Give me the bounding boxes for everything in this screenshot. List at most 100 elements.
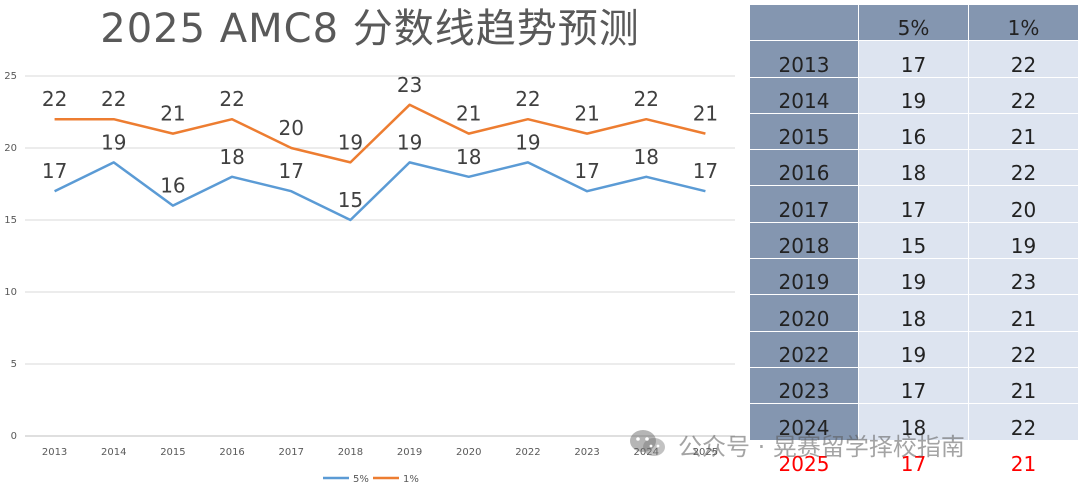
data-label: 20: [279, 116, 304, 140]
x-tick-label: 2018: [338, 447, 363, 458]
table-p1-cell: 22: [968, 149, 1079, 187]
table-p5-cell: 17: [858, 366, 969, 405]
data-label: 22: [515, 87, 540, 111]
table-p5-cell: 16: [858, 112, 969, 151]
table-p5-cell: 19: [858, 258, 969, 296]
data-label: 18: [456, 145, 481, 169]
legend-label: 1%: [403, 474, 419, 485]
table-p5-cell: 19: [858, 330, 969, 368]
data-label: 21: [574, 102, 599, 126]
x-tick-label: 2013: [42, 447, 67, 458]
table-p1-cell: 23: [968, 258, 1079, 296]
table-p1-cell: 22: [968, 330, 1079, 368]
x-tick-label: 2020: [456, 447, 481, 458]
x-tick-label: 2025: [693, 447, 718, 458]
x-tick-label: 2023: [574, 447, 599, 458]
y-tick-label: 5: [11, 359, 17, 370]
table-row: 2019 19 23: [749, 258, 1079, 296]
table-p5-cell: 18: [858, 403, 969, 441]
data-label: 19: [338, 130, 363, 154]
data-label: 18: [634, 145, 659, 169]
table-row: 2023 17 21: [749, 366, 1079, 405]
table-row: 2016 18 22: [749, 149, 1079, 187]
table-year-cell: 2024: [749, 403, 859, 441]
x-tick-label: 2017: [279, 447, 304, 458]
data-label: 17: [693, 159, 718, 183]
data-label: 17: [42, 159, 67, 183]
table-p5-cell: 17: [858, 40, 969, 78]
data-label: 22: [219, 87, 244, 111]
table-year-cell: 2019: [749, 258, 859, 296]
table-header-row: 5% 1%: [749, 3, 1079, 42]
chart-title: 2025 AMC8 分数线趋势预测: [100, 6, 640, 52]
table-year-cell: 2015: [749, 112, 859, 151]
table-p5-cell: 17: [858, 185, 969, 223]
data-label: 15: [338, 188, 363, 212]
data-label: 17: [574, 159, 599, 183]
table-p5-cell: 18: [858, 294, 969, 332]
score-table: 5% 1% 2013 17 22 2014 19 22 2015 16 21 2016 18 22 2017…: [749, 3, 1079, 477]
table-year-cell: 2014: [749, 76, 859, 114]
x-tick-label: 2024: [634, 447, 659, 458]
table-year-cell: 2023: [749, 366, 859, 405]
table-p1-cell: 19: [968, 221, 1079, 260]
series-line-p5: [54, 161, 706, 222]
data-label: 16: [160, 174, 185, 198]
data-label: 22: [42, 87, 67, 111]
data-label: 22: [634, 87, 659, 111]
y-tick-label: 10: [4, 287, 17, 298]
table-year-cell: 2013: [749, 40, 859, 78]
y-tick-label: 20: [4, 143, 17, 154]
table-year-cell: 2022: [749, 330, 859, 368]
data-label: 23: [397, 73, 422, 97]
data-label: 21: [456, 102, 481, 126]
table-p1-cell: 21: [968, 439, 1079, 477]
table-p5-cell: 15: [858, 221, 969, 260]
table-p1-cell: 22: [968, 76, 1079, 114]
table-p1-cell: 22: [968, 403, 1079, 441]
x-tick-label: 2019: [397, 447, 422, 458]
table-p1-cell: 21: [968, 366, 1079, 405]
table-year-cell: 2016: [749, 149, 859, 187]
x-tick-label: 2015: [160, 447, 185, 458]
x-tick-label: 2014: [101, 447, 126, 458]
table-p1-cell: 20: [968, 185, 1079, 223]
table-row: 2014 19 22: [749, 76, 1079, 114]
data-label: 21: [160, 102, 185, 126]
data-label: 19: [515, 130, 540, 154]
table-header-cell: 5%: [858, 3, 969, 42]
y-tick-label: 0: [11, 431, 17, 442]
table-header-cell: [749, 3, 859, 42]
table-p1-cell: 21: [968, 294, 1079, 332]
data-label: 18: [219, 145, 244, 169]
table-row: 2013 17 22: [749, 40, 1079, 78]
data-label: 17: [279, 159, 304, 183]
data-label: 19: [397, 130, 422, 154]
data-label: 22: [101, 87, 126, 111]
table-row: 2020 18 21: [749, 294, 1079, 332]
table-year-cell: 2017: [749, 185, 859, 223]
table-row: 2015 16 21: [749, 112, 1079, 151]
table-p5-cell: 19: [858, 76, 969, 114]
table-p1-cell: 21: [968, 112, 1079, 151]
table-row-prediction: 2025 17 21: [749, 439, 1079, 477]
table-year-cell: 2025: [749, 439, 859, 477]
table-header-cell: 1%: [968, 3, 1079, 42]
data-label: 21: [693, 102, 718, 126]
table-year-cell: 2020: [749, 294, 859, 332]
x-tick-label: 2022: [515, 447, 540, 458]
table-year-cell: 2018: [749, 221, 859, 260]
data-label: 19: [101, 130, 126, 154]
table-p1-cell: 22: [968, 40, 1079, 78]
table-row: 2022 19 22: [749, 330, 1079, 368]
y-tick-label: 25: [4, 71, 17, 82]
table-row: 2017 17 20: [749, 185, 1079, 223]
series-line-p1: [54, 103, 706, 164]
y-tick-label: 15: [4, 215, 17, 226]
table-row: 2018 15 19: [749, 221, 1079, 260]
legend-label: 5%: [353, 474, 369, 485]
x-tick-label: 2016: [219, 447, 244, 458]
table-row: 2024 18 22: [749, 403, 1079, 441]
